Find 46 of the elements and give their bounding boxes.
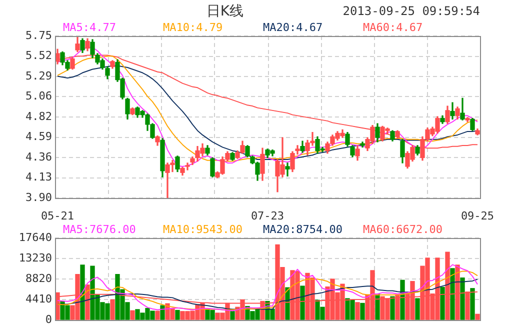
text: MA20:4.67 xyxy=(263,20,323,34)
bar xyxy=(475,314,480,320)
bar xyxy=(110,299,115,320)
y-tick-label: 5.29 xyxy=(26,69,52,82)
bar xyxy=(130,310,135,320)
bar xyxy=(400,280,405,320)
y-tick-label: 3.90 xyxy=(26,190,52,204)
bar xyxy=(80,264,85,320)
bar xyxy=(230,311,235,320)
bar xyxy=(440,286,445,320)
bar xyxy=(470,288,475,320)
y-tick-label: 0 xyxy=(45,312,52,326)
text: MA60:6672.00 xyxy=(363,222,442,236)
bar xyxy=(355,302,360,320)
text: MA5:7676.00 xyxy=(63,222,136,236)
y-tick-label: 4.36 xyxy=(26,150,52,164)
bar xyxy=(360,302,365,320)
y-tick-label: 17640 xyxy=(18,230,52,244)
y-tick-label: 4.59 xyxy=(26,130,52,144)
x-tick-label: 07-23 xyxy=(250,209,284,222)
text: MA10:9543.00 xyxy=(163,222,242,236)
bar xyxy=(450,268,455,320)
bar xyxy=(390,296,395,320)
text: MA60:4.67 xyxy=(363,20,423,34)
chart-title: 日K线 xyxy=(206,4,244,20)
y-tick-label: 13230 xyxy=(18,251,52,264)
y-tick-label: 5.75 xyxy=(26,28,52,42)
series-label: MA5:4.77 xyxy=(63,20,116,34)
y-tick-label: 8820 xyxy=(26,272,52,285)
x-tick-label: 05-21 xyxy=(40,209,74,222)
text: MA20:8754.00 xyxy=(263,222,342,236)
y-tick-label: 5.06 xyxy=(26,90,52,103)
y-tick-label: 4410 xyxy=(26,292,52,306)
bar xyxy=(415,298,420,320)
bar xyxy=(160,305,165,320)
x-tick-label: 09-25 xyxy=(460,209,494,222)
bar xyxy=(300,286,305,320)
bar xyxy=(175,310,180,320)
text: MA10:4.79 xyxy=(163,20,223,34)
y-tick-label: 4.13 xyxy=(26,170,52,184)
bar xyxy=(155,310,160,320)
text: 2013-09-25 09:59:54 xyxy=(342,4,480,18)
bar xyxy=(460,278,465,320)
y-tick-label: 4.82 xyxy=(26,110,52,123)
bar xyxy=(375,294,380,320)
y-tick-label: 5.52 xyxy=(26,49,52,62)
